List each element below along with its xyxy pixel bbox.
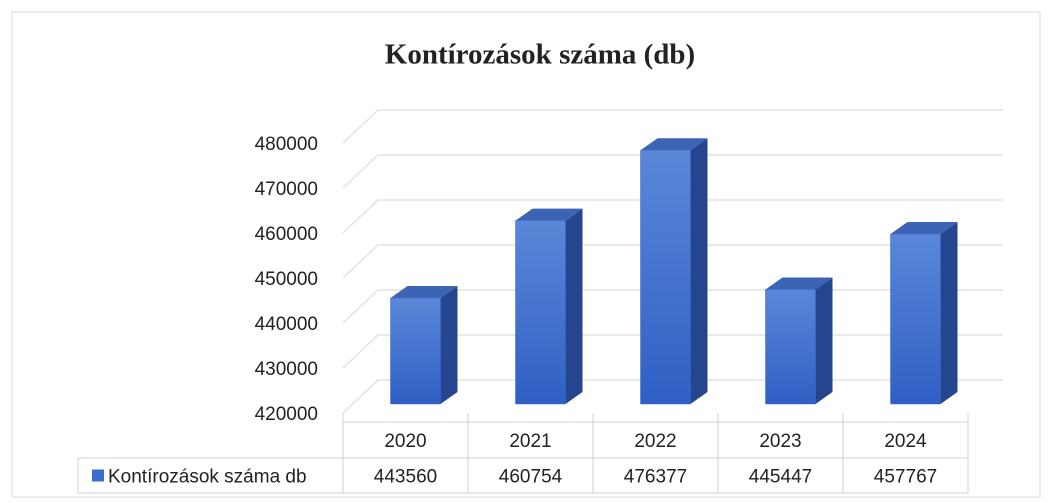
bar-side	[690, 138, 708, 404]
bar-top	[390, 285, 458, 298]
bar-top	[640, 138, 708, 151]
bar-top	[890, 222, 958, 235]
y-tick-label: 460000	[255, 224, 318, 245]
x-tick-label: 2022	[634, 431, 676, 452]
table-value: 460754	[499, 467, 563, 488]
table-value: 476377	[624, 467, 687, 488]
grid-line	[342, 244, 1003, 279]
bar	[765, 289, 816, 405]
x-tick-label: 2020	[384, 431, 426, 452]
bar	[390, 297, 441, 405]
bar-side	[565, 208, 583, 404]
bar-top	[515, 208, 583, 221]
table-value: 457767	[874, 467, 937, 488]
grid-line	[342, 199, 1003, 234]
y-tick-label: 470000	[255, 179, 318, 200]
grid-line	[342, 109, 1003, 144]
bar	[640, 150, 691, 405]
table-value: 443560	[374, 467, 437, 488]
grid-line	[342, 154, 1003, 189]
y-tick-label: 430000	[255, 359, 318, 380]
legend-label: Kontírozások száma db	[108, 467, 307, 488]
chart-title: Kontírozások száma (db)	[385, 39, 695, 71]
y-tick-label: 420000	[255, 404, 318, 425]
legend-swatch	[92, 469, 104, 482]
x-tick-label: 2024	[884, 431, 927, 452]
bar-top	[765, 277, 833, 290]
table-value: 445447	[749, 467, 812, 488]
y-tick-label: 440000	[255, 314, 318, 335]
y-tick-label: 480000	[255, 134, 318, 155]
bar-side	[940, 222, 958, 404]
x-tick-label: 2021	[509, 431, 551, 452]
bar-side	[440, 285, 458, 404]
bar-side	[815, 277, 833, 404]
bar	[890, 233, 941, 405]
bar	[515, 220, 566, 405]
x-tick-label: 2023	[759, 431, 801, 452]
y-tick-label: 450000	[255, 269, 318, 290]
